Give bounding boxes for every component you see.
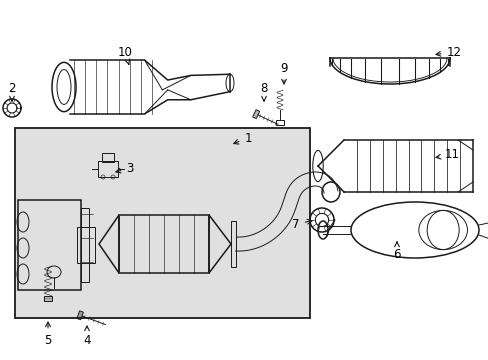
Bar: [275, 120, 284, 125]
Text: 4: 4: [83, 326, 91, 346]
Bar: [18, 200, 81, 290]
Text: 11: 11: [435, 148, 459, 162]
Text: 3: 3: [116, 162, 133, 175]
Text: 5: 5: [44, 322, 52, 346]
Bar: [119, 215, 208, 273]
Text: 12: 12: [435, 45, 461, 58]
Bar: [76, 227, 94, 263]
Bar: [44, 296, 52, 301]
Text: 10: 10: [117, 45, 132, 64]
Bar: [81, 208, 89, 282]
Text: 6: 6: [392, 242, 400, 261]
Text: 9: 9: [280, 62, 287, 84]
Text: 1: 1: [233, 131, 251, 144]
Text: 8: 8: [260, 81, 267, 101]
Bar: [15, 128, 309, 318]
Bar: [102, 153, 114, 162]
Bar: [230, 221, 236, 267]
Bar: [98, 161, 118, 177]
Text: 2: 2: [8, 81, 16, 101]
Text: 7: 7: [292, 217, 311, 230]
